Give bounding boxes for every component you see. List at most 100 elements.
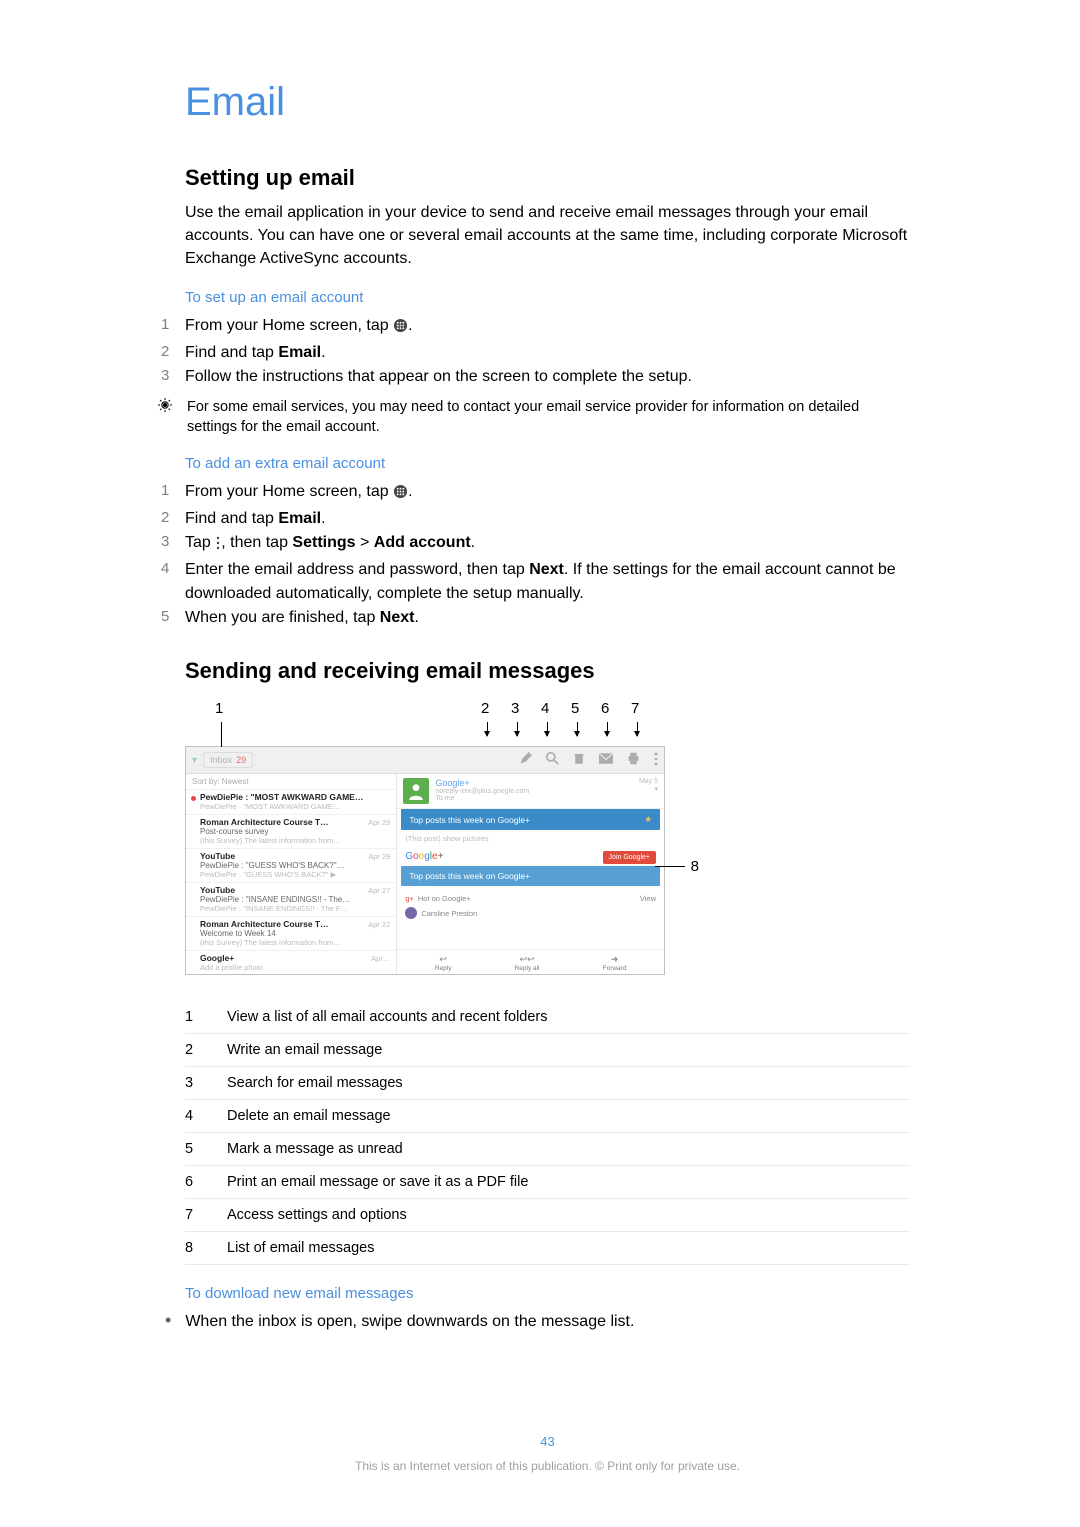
callout-labels-top: 1 2 3 4 5 6 7 — [185, 700, 665, 746]
hot-row: g+ Hot on Google+ View — [397, 890, 664, 907]
compose-icon[interactable] — [519, 752, 532, 768]
list-item[interactable]: PewDiePie : "MOST AWKWARD GAME… PewDiePi… — [186, 790, 396, 815]
author-row: Caroline Preston — [397, 907, 664, 919]
list-item[interactable]: Apr 22 Roman Architecture Course T… Welc… — [186, 917, 396, 951]
list-item[interactable]: Apr 29 Roman Architecture Course T… Post… — [186, 815, 396, 849]
list-item-sender: Google+ — [200, 953, 390, 963]
step-item: Enter the email address and password, th… — [161, 558, 910, 606]
list-item[interactable]: Apr… Google+ Add a profile photo — [186, 951, 396, 975]
inbox-label: Inbox — [210, 755, 232, 765]
inbox-count: 29 — [236, 755, 246, 765]
forward-icon: ➜ — [603, 954, 627, 965]
key-row: 8 List of email messages — [185, 1232, 910, 1265]
message-hint: (This post) show pictures — [397, 834, 664, 849]
message-banner: Top posts this week on Google+ — [401, 809, 660, 830]
subheading-download: To download new email messages — [185, 1285, 910, 1302]
action-label: Forward — [603, 965, 627, 972]
callout-arrow — [577, 722, 578, 736]
message-list[interactable]: Sort by: Newest PewDiePie : "MOST AWKWAR… — [186, 774, 397, 974]
step-item: From your Home screen, tap . — [161, 314, 910, 341]
list-item-preview: (this Survey) The latest information fro… — [200, 836, 390, 845]
key-text: Search for email messages — [227, 1075, 403, 1091]
step-item: From your Home screen, tap . — [161, 480, 910, 507]
overflow-icon[interactable] — [654, 752, 658, 769]
key-number: 5 — [185, 1141, 203, 1157]
reply-button[interactable]: ↩ Reply — [435, 954, 452, 972]
key-number: 7 — [185, 1207, 203, 1223]
download-instruction-row: • When the inbox is open, swipe downward… — [165, 1310, 910, 1334]
tip-bulb-icon — [157, 397, 175, 417]
key-text: View a list of all email accounts and re… — [227, 1009, 548, 1025]
callout-3: 3 — [511, 700, 519, 717]
page-number: 43 — [185, 1434, 910, 1449]
callout-line — [221, 722, 222, 750]
callout-8: 8 — [691, 858, 699, 875]
chevron-down-icon[interactable]: ▾ — [654, 786, 658, 793]
message-from: noreply-xxx@plus.google.com — [435, 788, 529, 795]
search-icon[interactable] — [546, 752, 559, 768]
callout-arrow — [547, 722, 548, 736]
unread-dot-icon — [191, 796, 196, 801]
key-row: 2 Write an email message — [185, 1034, 910, 1067]
reply-all-button[interactable]: ↩↩ Reply all — [515, 954, 540, 972]
inbox-selector[interactable]: Inbox 29 — [203, 752, 253, 768]
message-pane: Google+ noreply-xxx@plus.google.com To m… — [397, 774, 664, 974]
list-item-sender: YouTube — [200, 885, 390, 895]
key-text: Delete an email message — [227, 1108, 391, 1124]
forward-button[interactable]: ➜ Forward — [603, 954, 627, 972]
overflow-icon — [215, 534, 221, 558]
list-item-date: Apr… — [371, 954, 390, 963]
avatar — [403, 778, 429, 804]
tip-text: For some email services, you may need to… — [187, 397, 910, 438]
step-item: When you are finished, tap Next. — [161, 606, 910, 630]
message-action-row: ↩ Reply ↩↩ Reply all ➜ Forward — [397, 949, 664, 974]
view-link[interactable]: View — [640, 894, 656, 903]
page-footer: 43 This is an Internet version of this p… — [185, 1434, 910, 1473]
steps-setup: From your Home screen, tap . Find and ta… — [161, 314, 910, 389]
callout-5: 5 — [571, 700, 579, 717]
list-item-preview: PewDiePie · "MOST AWKWARD GAME… — [200, 802, 390, 811]
footer-note: This is an Internet version of this publ… — [185, 1459, 910, 1473]
step-item: Find and tap Email. — [161, 507, 910, 531]
key-number: 4 — [185, 1108, 203, 1124]
list-item-preview: PewDiePie · "GUESS WHO'S BACK?" ▶ — [200, 870, 390, 879]
list-item-date: Apr 22 — [368, 920, 390, 929]
key-number: 6 — [185, 1174, 203, 1190]
callout-7: 7 — [631, 700, 639, 717]
reply-all-icon: ↩↩ — [515, 954, 540, 965]
chevron-down-icon[interactable]: ▾ — [192, 755, 197, 766]
key-text: Write an email message — [227, 1042, 382, 1058]
key-text: List of email messages — [227, 1240, 374, 1256]
action-label: Reply — [435, 965, 452, 972]
key-text: Access settings and options — [227, 1207, 407, 1223]
join-button[interactable]: Join Google+ — [603, 851, 656, 864]
message-to: To me — [435, 795, 529, 802]
app-toolbar: ▾ Inbox 29 — [186, 747, 664, 774]
key-row: 7 Access settings and options — [185, 1199, 910, 1232]
message-banner-2: Top posts this week on Google+ — [401, 866, 660, 886]
message-date: May 5 — [639, 778, 658, 785]
list-item-subject: PewDiePie : "INSANE ENDINGS!! - The… — [200, 895, 390, 904]
print-icon[interactable] — [627, 752, 640, 768]
list-item[interactable]: Apr 29 YouTube PewDiePie : "GUESS WHO'S … — [186, 849, 396, 883]
gplus-icon: g+ — [405, 894, 414, 903]
list-item-subject: Welcome to Week 14 — [200, 929, 390, 938]
list-item[interactable]: Apr 27 YouTube PewDiePie : "INSANE ENDIN… — [186, 883, 396, 917]
key-row: 1 View a list of all email accounts and … — [185, 1001, 910, 1034]
step-item: Find and tap Email. — [161, 341, 910, 365]
list-item-date: Apr 29 — [368, 852, 390, 861]
message-header: Google+ noreply-xxx@plus.google.com To m… — [397, 774, 664, 809]
sort-label: Sort by: Newest — [186, 774, 396, 790]
apps-icon — [393, 317, 408, 341]
steps-add: From your Home screen, tap . Find and ta… — [161, 480, 910, 630]
bullet-icon: • — [165, 1310, 171, 1332]
banner-text: Top posts this week on Google+ — [409, 815, 530, 825]
delete-icon[interactable] — [573, 752, 585, 768]
section-heading-setup: Setting up email — [185, 165, 910, 191]
callout-arrow — [517, 722, 518, 736]
unread-icon[interactable] — [599, 753, 613, 767]
hot-label: Hot on Google+ — [418, 894, 471, 903]
setup-intro: Use the email application in your device… — [185, 201, 910, 271]
key-row: 3 Search for email messages — [185, 1067, 910, 1100]
app-frame: ▾ Inbox 29 — [185, 746, 665, 975]
